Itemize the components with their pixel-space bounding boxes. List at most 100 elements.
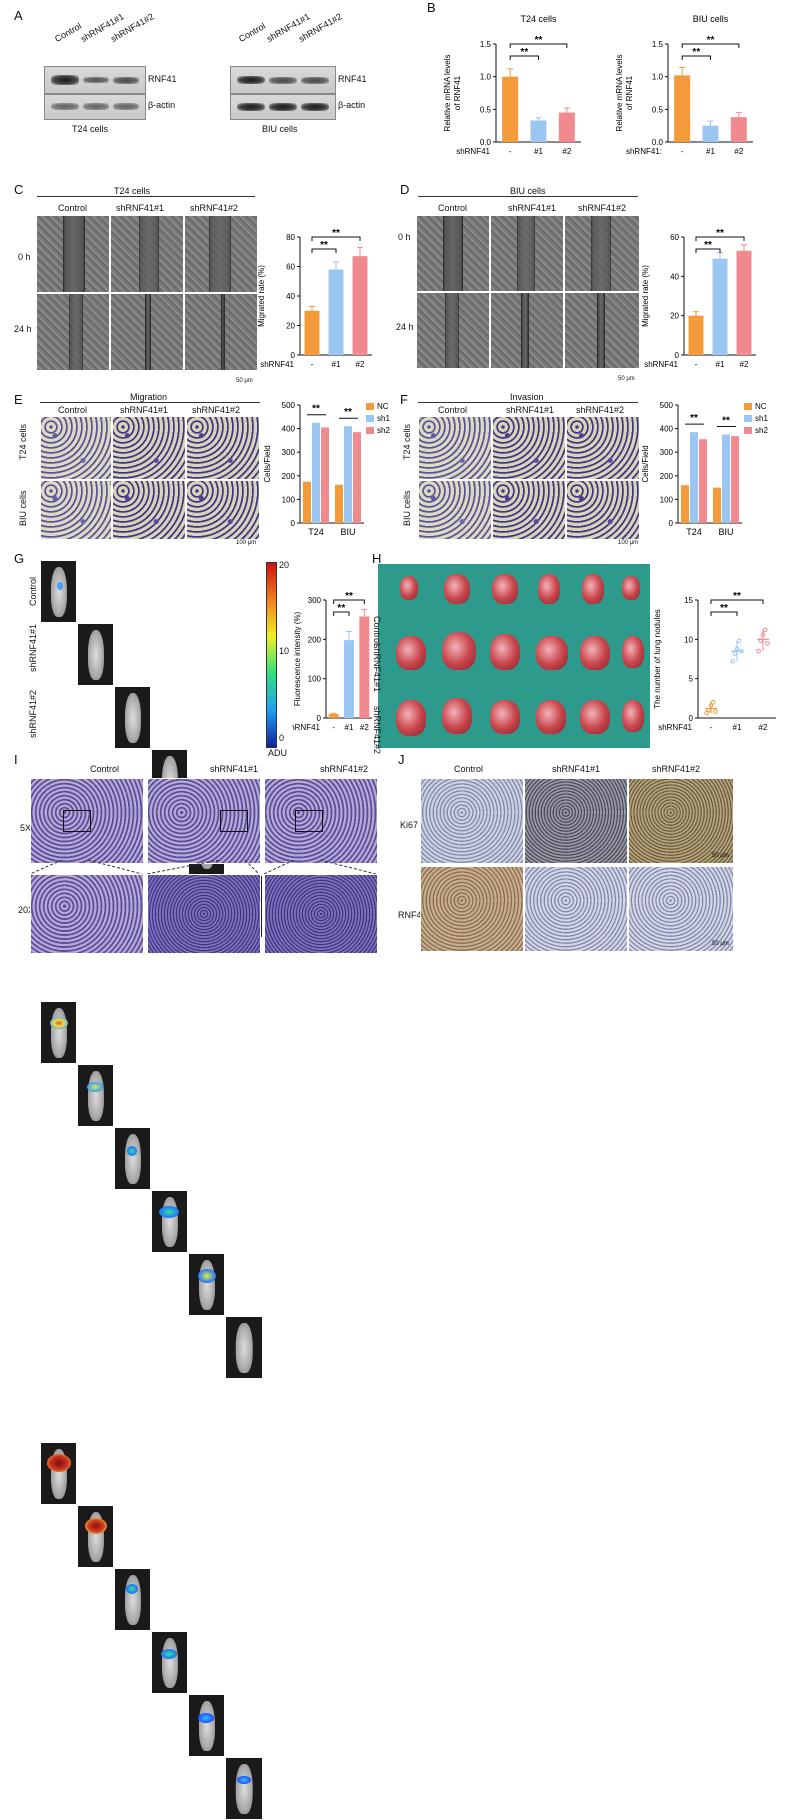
colorbar — [266, 562, 277, 748]
y-tick-label: 100 — [660, 495, 674, 504]
y-tick-label: 200 — [308, 635, 322, 644]
data-point — [730, 659, 735, 664]
x-tick-label: #2 — [734, 147, 743, 156]
bar — [328, 714, 339, 718]
x-tick-label: #2 — [356, 360, 365, 369]
row-label: 24 h — [396, 322, 414, 332]
col-label: shRNF41#2 — [320, 764, 369, 774]
panel-e-title: Migration — [130, 392, 168, 402]
x-axis-prefix: shRNF41 — [260, 360, 294, 369]
ihc-image — [420, 778, 524, 864]
row-label: BIU cells — [18, 490, 28, 526]
col-label: shRNF41#1 — [120, 405, 169, 415]
y-tick-label: 60 — [670, 233, 679, 242]
x-axis-prefix: shRNF41 — [658, 723, 692, 732]
y-tick-label: 0 — [317, 714, 322, 723]
wound-image — [564, 215, 640, 292]
row-label: T24 cells — [402, 423, 412, 460]
bar — [359, 616, 370, 718]
row-label: RNF41 — [398, 910, 427, 920]
bar — [699, 439, 707, 523]
x-tick-label: T24 — [686, 527, 702, 537]
x-axis-prefix: shRNF41 — [456, 147, 490, 156]
panel-letter-c: C — [14, 182, 24, 197]
y-axis-label: Fluorescence intensity (%) — [293, 612, 302, 707]
blot-rnf41-biu — [230, 66, 336, 94]
legend-label: sh2 — [377, 426, 390, 435]
chart-title: T24 cells — [520, 14, 557, 24]
panel-letter-g: G — [14, 551, 25, 566]
y-tick-label: 80 — [286, 233, 295, 242]
row-label: Ki67 — [400, 820, 419, 830]
bar — [690, 432, 698, 523]
he-image — [30, 778, 144, 864]
col-label: shRNF41#1 — [116, 203, 165, 213]
y-axis-label: Relative mRNA levelsof RNF41 — [615, 55, 634, 132]
col-label: shRNF41#1 — [210, 764, 259, 774]
transwell-image — [418, 416, 492, 480]
significance-bracket — [311, 248, 337, 253]
blot-actin-t24 — [44, 94, 146, 120]
blot-row-label: β-actin — [338, 100, 366, 110]
bar — [328, 269, 344, 355]
bar — [321, 427, 329, 523]
col-label: Control — [438, 203, 468, 213]
row-label: shRNF41#2 — [372, 706, 382, 755]
x-tick-label: T24 — [308, 527, 324, 537]
x-tick-label: #1 — [733, 723, 742, 732]
panel-letter-j: J — [398, 752, 405, 767]
y-tick-label: 100 — [308, 675, 322, 684]
significance-label: ** — [535, 35, 543, 46]
mouse-grid — [40, 560, 263, 1820]
significance-bracket — [695, 236, 745, 241]
significance-bracket — [333, 611, 350, 616]
bar — [344, 640, 354, 718]
x-tick-label: - — [332, 723, 335, 732]
panel-f-title: Invasion — [510, 392, 544, 402]
col-label: shRNF41#2 — [652, 764, 701, 774]
blot-caption: BIU cells — [262, 124, 298, 134]
lung-photo — [378, 564, 650, 748]
col-label: shRNF41#1 — [552, 764, 601, 774]
transwell-image — [40, 480, 112, 540]
y-tick-label: 0 — [689, 714, 694, 723]
x-tick-label: #2 — [360, 723, 369, 732]
transwell-image — [492, 480, 566, 540]
legend-swatch — [744, 403, 752, 410]
data-point — [732, 651, 738, 656]
wound-image — [36, 215, 110, 293]
panel-letter-i: I — [14, 752, 18, 767]
y-tick-label: 300 — [282, 448, 296, 457]
significance-label: ** — [716, 228, 724, 239]
col-label: shRNF41#1 — [506, 405, 555, 415]
y-axis-label: Migrated rate (%) — [257, 265, 266, 327]
bar — [558, 112, 575, 142]
transwell-image — [112, 416, 186, 480]
transwell-image — [418, 480, 492, 540]
x-tick-label: - — [509, 147, 512, 156]
significance-bracket — [311, 236, 361, 241]
y-tick-label: 0 — [669, 519, 674, 528]
bar — [736, 250, 752, 355]
col-label: Control — [58, 405, 88, 415]
wound-image — [110, 215, 184, 293]
chart-g: 0 100 200 300 Fluorescence intensity (%) shRN… — [292, 591, 372, 732]
legend-swatch — [366, 415, 374, 422]
x-tick-label: - — [311, 360, 314, 369]
col-label: Control — [438, 405, 468, 415]
significance-bracket — [681, 55, 711, 60]
x-axis-prefix: shRNF41 — [292, 723, 321, 732]
data-point — [762, 627, 768, 633]
y-axis-label: Migrated rate (%) — [641, 265, 650, 327]
y-tick-label: 0 — [291, 519, 296, 528]
colorbar-unit: ADU — [268, 748, 288, 758]
row-label: 5X — [20, 823, 32, 833]
bar — [353, 432, 361, 523]
significance-bracket — [695, 248, 721, 253]
he-image — [147, 874, 261, 954]
panel-d-title: BIU cells — [510, 186, 546, 196]
row-label: Control — [28, 576, 38, 606]
wound-image — [490, 215, 564, 292]
scale-bar-label: 50 μm — [712, 853, 729, 859]
y-tick-label: 200 — [282, 472, 296, 481]
